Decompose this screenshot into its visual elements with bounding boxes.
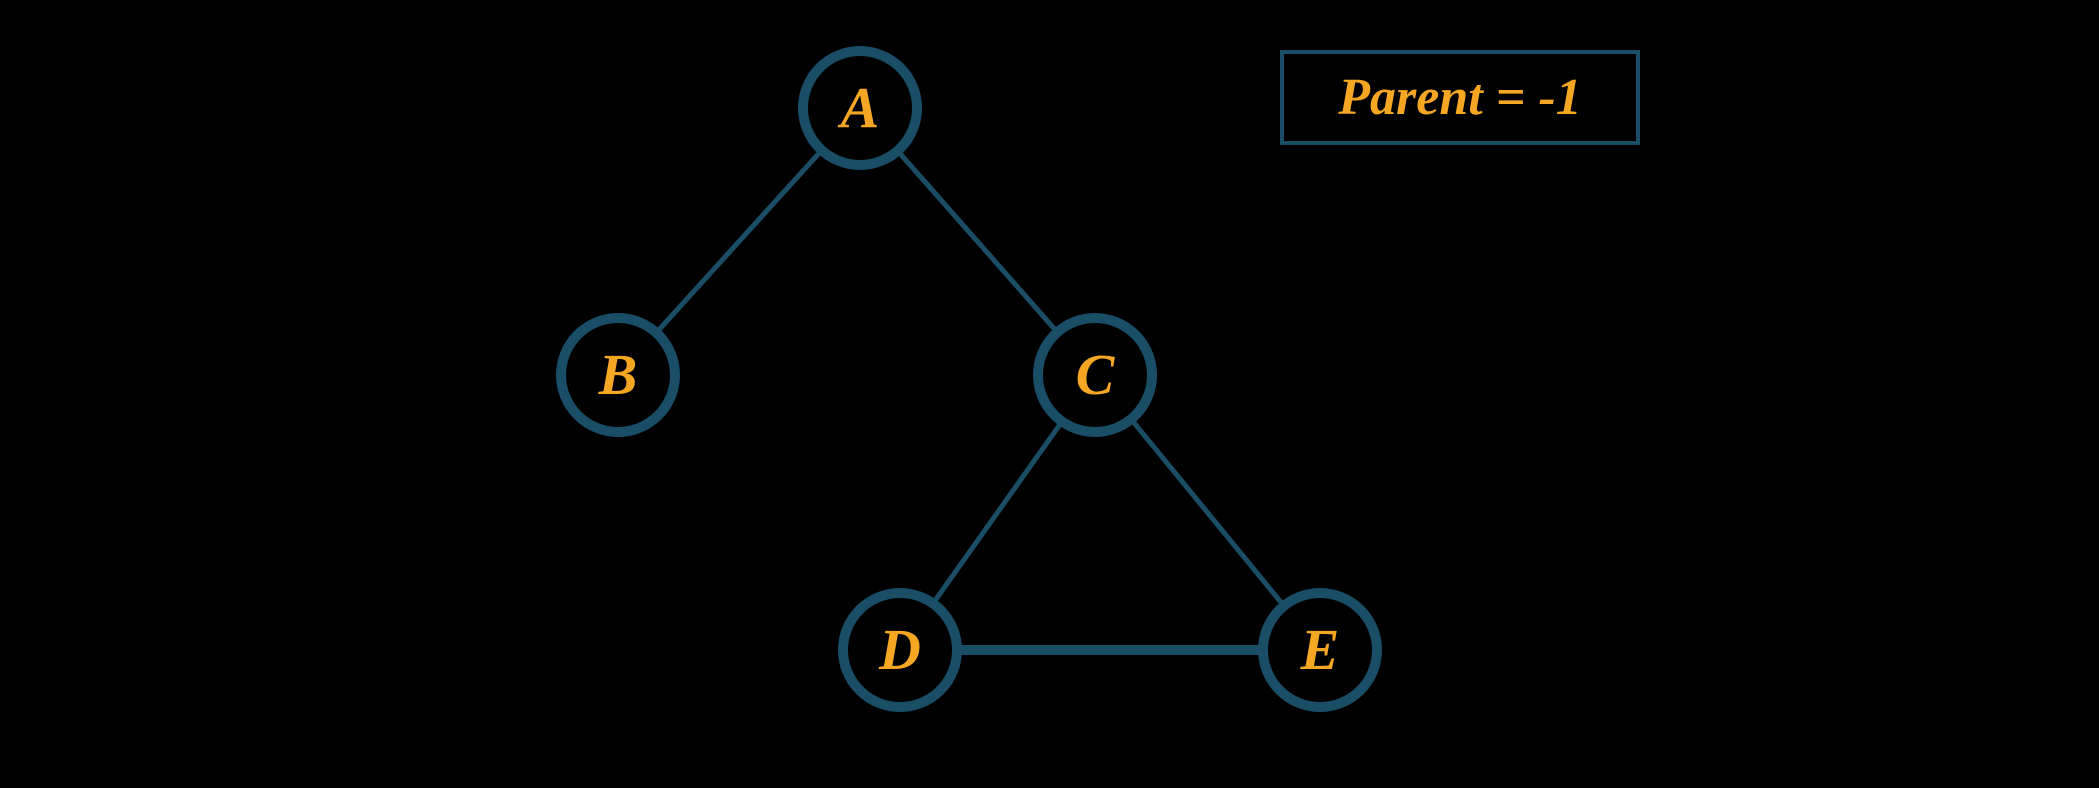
node-E: E — [1258, 588, 1382, 712]
edge-A-B — [660, 154, 819, 329]
node-A: A — [798, 46, 922, 170]
edge-A-C — [901, 155, 1054, 329]
diagram-canvas: Parent = -1 A B C D E — [0, 0, 2099, 788]
node-label-A: A — [841, 79, 880, 137]
node-label-C: C — [1076, 346, 1115, 404]
legend-box: Parent = -1 — [1280, 50, 1640, 145]
node-label-E: E — [1301, 621, 1340, 679]
node-label-B: B — [599, 346, 638, 404]
edge-C-E — [1134, 423, 1280, 602]
node-B: B — [556, 313, 680, 437]
legend-label: Parent = -1 — [1338, 72, 1581, 124]
node-C: C — [1033, 313, 1157, 437]
edge-C-D — [936, 426, 1059, 600]
node-label-D: D — [879, 621, 921, 679]
node-D: D — [838, 588, 962, 712]
